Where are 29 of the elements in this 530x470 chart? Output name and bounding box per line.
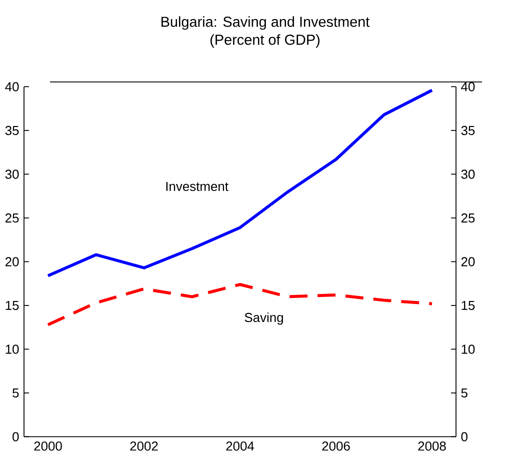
y-tick-label: 35 (5, 126, 19, 136)
y-tick-label: 10 (6, 344, 19, 354)
y2-tick-label: 15 (462, 300, 475, 310)
y-tick-label: 5 (12, 388, 19, 398)
y-tick-label: 15 (6, 300, 19, 310)
y2-tick-label: 40 (461, 82, 475, 92)
text: Investment (166, 182, 228, 191)
y2-tick-label: 0 (461, 432, 468, 442)
x-tick-label: 2000 (34, 441, 62, 451)
y-tick-label: 0 (12, 432, 19, 442)
x-tick-label: 2002 (130, 441, 158, 451)
chart-title: Bulgaria: Saving and Investment (162, 16, 370, 30)
chart-subtitle: (Percent of GDP) (210, 34, 320, 48)
y2-tick-label: 20 (461, 257, 475, 266)
y-tick-label: 30 (5, 170, 19, 179)
line-series (46, 88, 434, 278)
y-tick-label: 25 (5, 213, 19, 223)
series-label: Saving (244, 312, 283, 325)
x-tick-label: 2008 (418, 441, 446, 451)
y2-tick-label: 25 (461, 213, 475, 223)
y2-tick-label: 10 (462, 344, 475, 354)
y2-tick-label: 30 (461, 170, 475, 179)
y-tick-label: 40 (5, 82, 19, 92)
y2-tick-label: 35 (461, 126, 475, 136)
y2-tick-label: 5 (461, 388, 468, 398)
y-tick-label: 20 (5, 257, 19, 266)
line-series (46, 282, 434, 326)
x-tick-label: 2006 (322, 441, 350, 451)
x-tick-label: 2004 (226, 441, 254, 451)
